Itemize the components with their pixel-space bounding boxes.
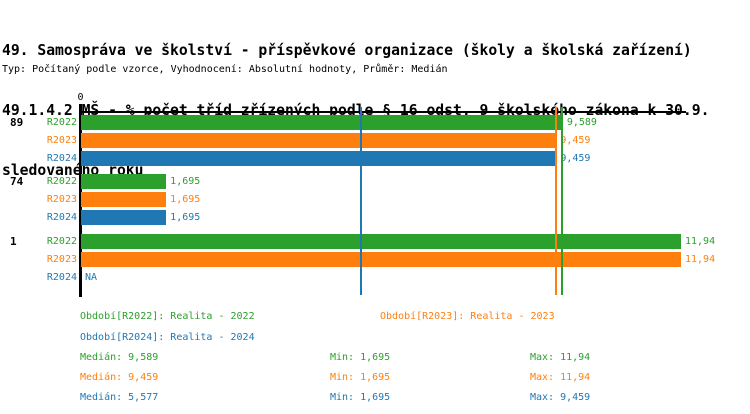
legend-stat-min-r2024: Min: 1,695 [330, 392, 391, 403]
series-label: R2022 [46, 236, 77, 247]
series-label: R2023 [46, 194, 77, 205]
bar-value-label: 11,94 [684, 254, 716, 265]
title-line-2: 49.1.4.2 MŠ - % počet tříd zřízených pod… [2, 102, 710, 119]
median-line-r2023 [554, 107, 557, 295]
bar [81, 192, 167, 207]
legend-period-r2024: Období[R2024]: Realita - 2024 [80, 332, 255, 343]
title-line-1: 49. Samospráva ve školství - příspěvkové… [2, 42, 692, 59]
legend-period-r2023: Období[R2023]: Realita - 2023 [380, 311, 555, 322]
bar-value-label: 11,94 [684, 236, 716, 247]
median-line-r2022 [561, 107, 564, 295]
legend-stat-median-r2023: Medián: 9,459 [80, 372, 159, 383]
bar [81, 234, 681, 249]
legend-stat-max-r2023: Max: 11,94 [530, 372, 591, 383]
bar [81, 151, 557, 166]
bar [81, 133, 557, 148]
bar [81, 174, 167, 189]
legend-period-r2022: Období[R2022]: Realita - 2022 [80, 311, 255, 322]
bar [81, 115, 563, 130]
legend-stat-median-r2022: Medián: 9,589 [80, 352, 159, 363]
legend-stat-max-r2022: Max: 11,94 [530, 352, 591, 363]
group-label: 1 [10, 235, 17, 248]
legend-stat-min-r2023: Min: 1,695 [330, 372, 391, 383]
y-axis-line [79, 104, 82, 297]
bar-value-label: NA [85, 272, 98, 283]
x-axis-tick-zero: 0 [77, 92, 84, 103]
series-label: R2024 [46, 212, 77, 223]
x-axis-line [79, 111, 686, 113]
bar [81, 210, 167, 225]
bar-value-label: 1,695 [170, 194, 201, 205]
series-label: R2023 [46, 254, 77, 265]
series-label: R2022 [46, 176, 77, 187]
bar-value-label: 9,459 [560, 135, 591, 146]
legend-stat-max-r2024: Max: 9,459 [530, 392, 591, 403]
bar [81, 252, 681, 267]
group-label: 74 [10, 175, 24, 188]
series-label: R2024 [46, 153, 77, 164]
series-label: R2024 [46, 272, 77, 283]
bar-value-label: 9,589 [566, 117, 597, 128]
series-label: R2023 [46, 135, 77, 146]
bar-value-label: 9,459 [560, 153, 591, 164]
legend-stat-median-r2024: Medián: 5,577 [80, 392, 159, 403]
legend-stat-min-r2022: Min: 1,695 [330, 352, 391, 363]
bar-value-label: 1,695 [170, 212, 201, 223]
bar-value-label: 1,695 [170, 176, 201, 187]
group-label: 89 [10, 116, 24, 129]
chart-subtitle: Typ: Počítaný podle vzorce, Vyhodnocení:… [2, 64, 448, 75]
median-line-r2024 [359, 107, 362, 295]
series-label: R2022 [46, 117, 77, 128]
